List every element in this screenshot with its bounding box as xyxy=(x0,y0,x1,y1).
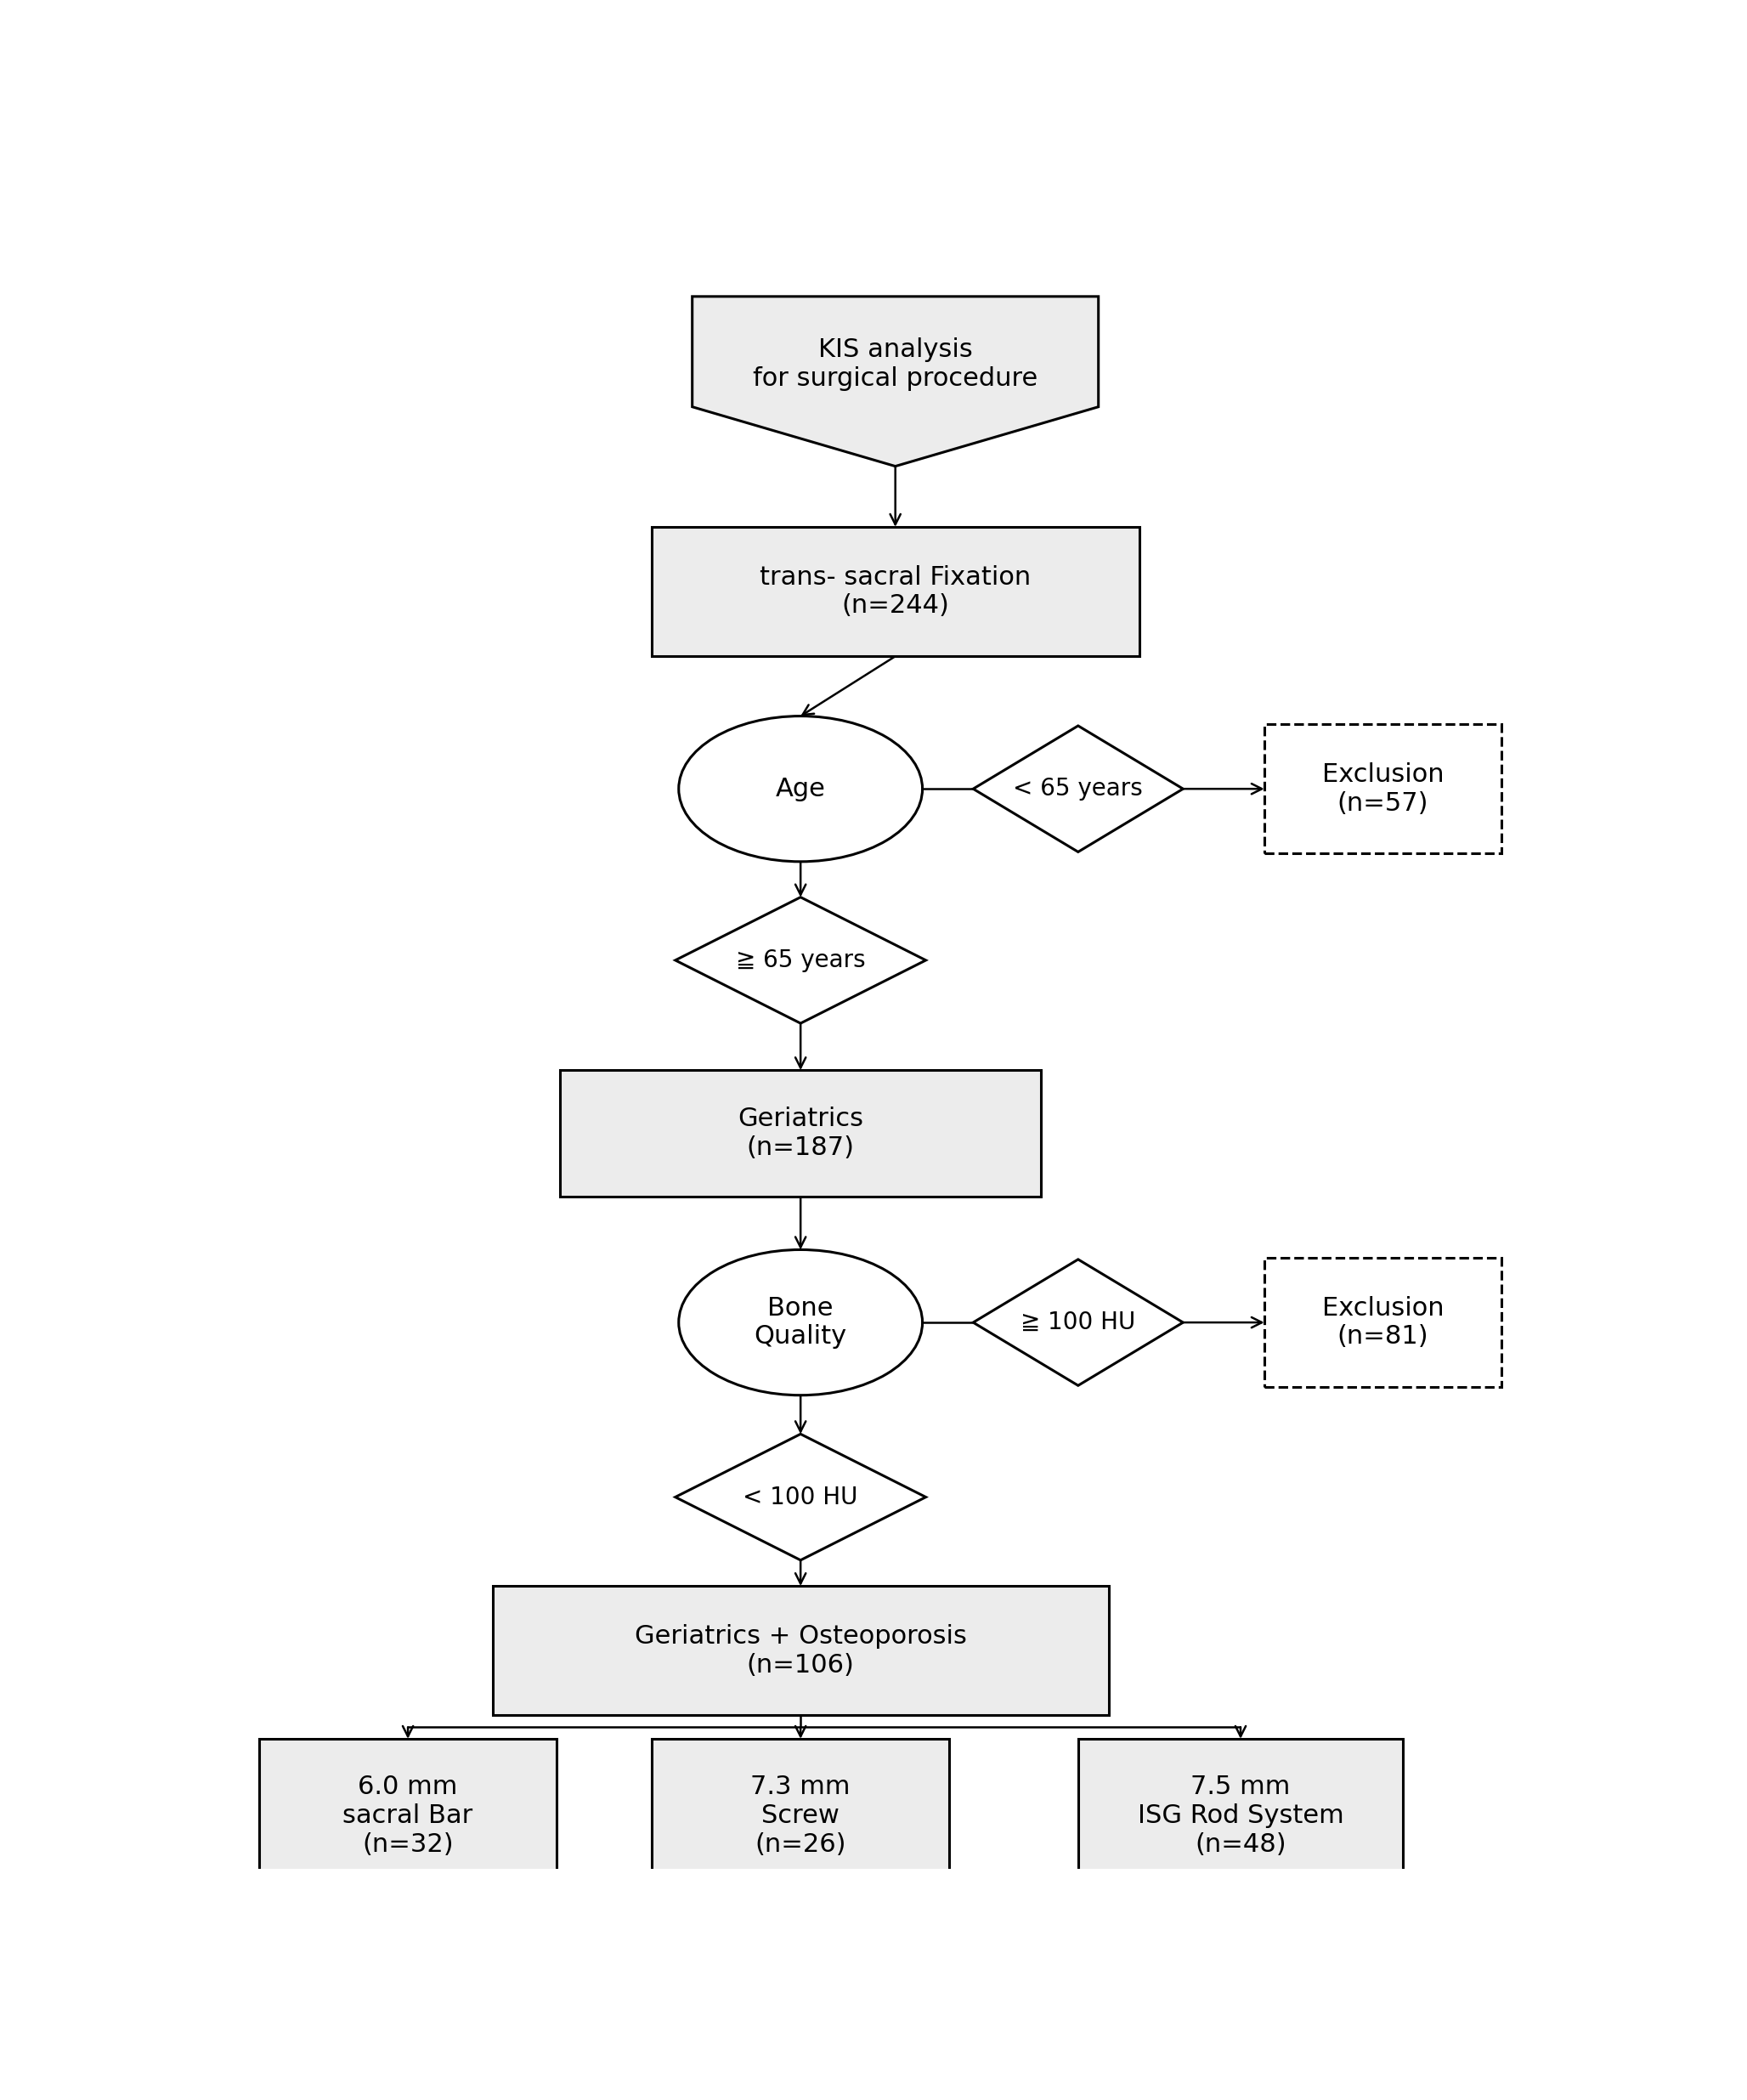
FancyBboxPatch shape xyxy=(493,1586,1109,1716)
Text: < 100 HU: < 100 HU xyxy=(742,1485,858,1510)
Ellipse shape xyxy=(680,1250,922,1394)
Ellipse shape xyxy=(680,716,922,861)
Polygon shape xyxy=(676,1434,926,1560)
Text: KIS analysis
for surgical procedure: KIS analysis for surgical procedure xyxy=(753,338,1038,391)
Polygon shape xyxy=(973,727,1183,853)
Text: Bone
Quality: Bone Quality xyxy=(755,1296,847,1348)
Text: ≧ 65 years: ≧ 65 years xyxy=(735,949,865,972)
FancyBboxPatch shape xyxy=(1265,724,1501,853)
Polygon shape xyxy=(676,897,926,1023)
FancyBboxPatch shape xyxy=(561,1071,1041,1197)
FancyBboxPatch shape xyxy=(259,1739,557,1892)
Text: trans- sacral Fixation
(n=244): trans- sacral Fixation (n=244) xyxy=(760,565,1031,617)
FancyBboxPatch shape xyxy=(652,1739,950,1892)
Text: 6.0 mm
sacral Bar
(n=32): 6.0 mm sacral Bar (n=32) xyxy=(342,1774,473,1856)
Text: Exclusion
(n=57): Exclusion (n=57) xyxy=(1322,762,1443,815)
Text: ≧ 100 HU: ≧ 100 HU xyxy=(1020,1310,1136,1334)
Text: < 65 years: < 65 years xyxy=(1013,777,1143,800)
Text: 7.5 mm
ISG Rod System
(n=48): 7.5 mm ISG Rod System (n=48) xyxy=(1137,1774,1343,1856)
Polygon shape xyxy=(973,1260,1183,1386)
Text: Geriatrics + Osteoporosis
(n=106): Geriatrics + Osteoporosis (n=106) xyxy=(634,1623,966,1678)
FancyBboxPatch shape xyxy=(1078,1739,1403,1892)
FancyBboxPatch shape xyxy=(652,527,1139,655)
Text: Geriatrics
(n=187): Geriatrics (n=187) xyxy=(737,1107,863,1159)
FancyBboxPatch shape xyxy=(1265,1258,1501,1388)
Polygon shape xyxy=(692,296,1099,466)
Text: Exclusion
(n=81): Exclusion (n=81) xyxy=(1322,1296,1443,1348)
Text: Age: Age xyxy=(776,777,826,802)
Text: 7.3 mm
Screw
(n=26): 7.3 mm Screw (n=26) xyxy=(751,1774,851,1856)
